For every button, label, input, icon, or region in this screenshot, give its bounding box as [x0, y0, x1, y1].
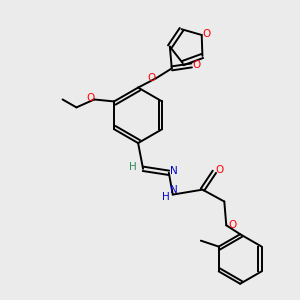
- Text: O: O: [147, 73, 155, 83]
- Text: O: O: [215, 165, 224, 175]
- Text: O: O: [86, 94, 94, 103]
- Text: O: O: [202, 29, 211, 39]
- Text: N: N: [170, 184, 178, 195]
- Text: O: O: [228, 220, 236, 230]
- Text: O: O: [193, 60, 201, 70]
- Text: H: H: [129, 162, 137, 172]
- Text: H: H: [162, 192, 170, 202]
- Text: N: N: [170, 166, 178, 176]
